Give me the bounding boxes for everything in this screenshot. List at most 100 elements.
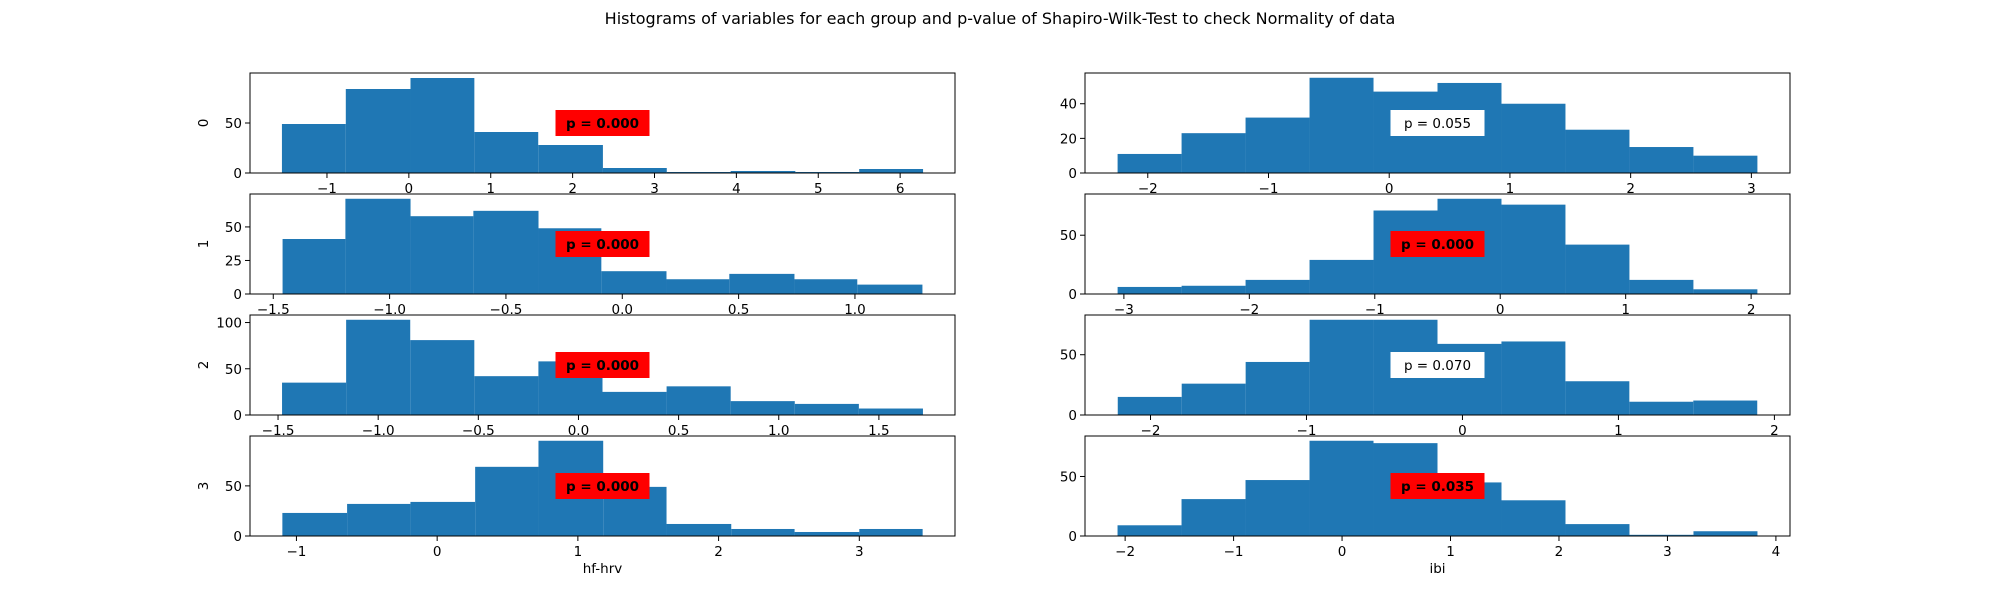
x-tick-label: 1 [574,544,583,560]
x-tick-label: −2 [1138,181,1158,197]
y-tick-label: 0 [233,287,242,303]
histogram-bar [474,376,539,415]
y-tick-label: 0 [1068,287,1077,303]
x-tick-label: −1.5 [257,302,290,318]
histogram-bar [1245,117,1310,173]
histogram-bar [1245,480,1310,536]
x-tick-label: 2 [1555,544,1564,560]
histogram-bar [538,145,603,173]
panel-hf-hrv-group-2: −1.5 −1.0 −0.5 0.0 0.5 1.0 1.5 0 50 100 2 p = 0.000 [196,314,956,439]
y-tick-label: 50 [1060,469,1077,485]
x-tick-label: 1.5 [868,423,889,439]
p-value-box [1390,473,1485,499]
histogram-bar [475,466,539,536]
x-tick-label: −1.0 [362,423,395,439]
histogram-bar [1501,103,1566,173]
x-tick-label: −1 [1297,423,1317,439]
y-tick-label: 50 [225,479,242,495]
x-axis-label: hf-hrv [583,561,623,577]
histogram-bar [666,523,732,536]
histogram-bar [1693,155,1758,173]
x-tick-label: −1 [286,544,306,560]
x-tick-label: 2 [714,544,723,560]
x-tick-label: 0.0 [612,302,633,318]
histogram-bar [1117,396,1182,415]
x-tick-label: 0.0 [568,423,589,439]
x-tick-label: −1 [317,181,337,197]
p-value-label: p = 0.000 [1401,237,1474,253]
x-tick-label: 1 [1446,544,1455,560]
histogram-bar [282,512,348,536]
histogram-bar [666,386,731,415]
histogram-bar [1117,286,1182,294]
x-tick-label: 4 [732,181,741,197]
histogram-bar [410,216,474,294]
panel-ibi-group-3: −2 −1 0 1 2 3 4 0 50 ibi p = 0.035 [1060,435,1791,577]
histogram-bar [1181,383,1246,415]
histogram-bar [1181,133,1246,173]
histogram-bar [858,408,923,415]
x-tick-label: 3 [650,181,659,197]
histogram-bar [1117,525,1182,536]
p-value-label: p = 0.000 [566,358,639,374]
p-value-box [555,352,650,378]
histogram-bar [666,279,730,294]
y-tick-label: 100 [216,316,242,332]
x-tick-label: 1.0 [844,302,865,318]
histogram-bar [410,340,475,415]
figure-title: Histograms of variables for each group a… [605,9,1396,28]
x-tick-label: 2 [1770,423,1779,439]
histogram-bar [281,124,346,173]
histogram-bar [794,531,860,536]
axes-frame [1084,435,1791,537]
y-tick-label: 40 [1060,97,1077,113]
panel-ibi-group-1: −3 −2 −1 0 1 2 0 50 p = 0.000 [1060,193,1791,318]
histogram-bar [602,391,667,415]
x-tick-label: −3 [1114,302,1134,318]
x-tick-label: 1.0 [768,423,789,439]
panel-hf-hrv-group-3: −1 0 1 2 3 0 50 3 hf-hrv p = 0.000 [196,435,956,577]
p-value-label: p = 0.000 [566,237,639,253]
histogram-bar [857,284,923,294]
histogram-bar [1309,77,1374,173]
panel-ibi-group-2: −2 −1 0 1 2 0 50 p = 0.070 [1060,314,1791,439]
histogram-bar [1629,147,1694,173]
x-tick-label: 1 [1621,302,1630,318]
y-tick-label: 50 [225,220,242,236]
histogram-bar [1629,534,1694,536]
x-tick-label: 3 [1747,181,1756,197]
histogram-bar [345,198,411,294]
x-tick-label: −1 [1365,302,1385,318]
y-tick-label: 0 [233,408,242,424]
x-tick-label: 2 [1747,302,1756,318]
x-tick-label: −1.5 [262,423,295,439]
histogram-bar [410,78,475,173]
histogram-bar [1501,204,1566,294]
histogram-bar [794,403,859,415]
x-tick-label: 5 [814,181,823,197]
p-value-box [555,231,650,257]
histogram-bar [347,503,411,536]
x-tick-label: 1 [486,181,495,197]
y-axis-label: 2 [196,361,212,370]
y-tick-label: 50 [225,362,242,378]
y-tick-label: 50 [1060,348,1077,364]
histogram-bar [1693,531,1758,536]
x-tick-label: 3 [1663,544,1672,560]
y-axis-label: 1 [196,240,212,249]
histogram-bar [731,528,795,536]
x-tick-label: −0.5 [490,302,523,318]
x-tick-label: 6 [896,181,905,197]
histogram-bar [794,279,858,294]
x-tick-label: 0 [433,544,442,560]
axes-frame [1084,314,1791,416]
p-value-box [555,110,650,136]
histogram-bar [282,382,347,415]
y-tick-label: 0 [1068,166,1077,182]
x-tick-label: 1 [1614,423,1623,439]
histogram-bar [1693,400,1758,415]
x-tick-label: 2 [568,181,577,197]
